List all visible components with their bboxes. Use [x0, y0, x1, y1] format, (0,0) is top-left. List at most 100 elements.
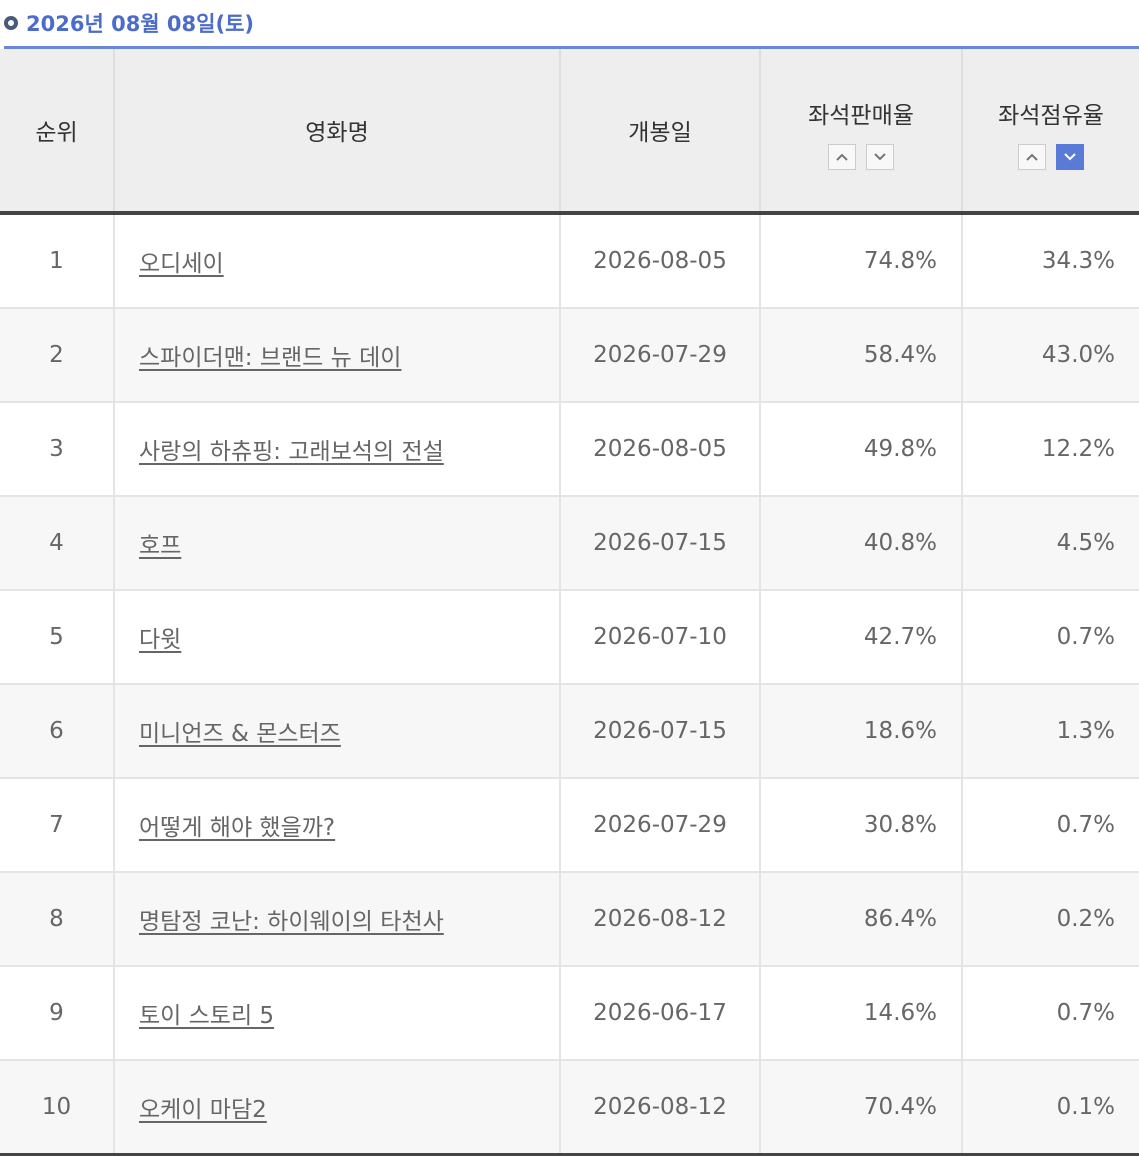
table-row: 6 미니언즈 & 몬스터즈 2026-07-15 18.6% 1.3%: [0, 684, 1139, 779]
release-date: 2026-07-10: [593, 624, 727, 650]
rank: 5: [49, 624, 64, 650]
cell: 사랑의 하츄핑: 고래보석의 전설: [113, 402, 560, 497]
seat-sales-rate: 30.8%: [863, 812, 937, 838]
seat-share: 0.7%: [1056, 1000, 1115, 1026]
divider: [4, 46, 1139, 49]
cell: 8: [0, 872, 114, 967]
table-row: 7 어떻게 해야 했을까? 2026-07-29 30.8% 0.7%: [0, 778, 1139, 873]
header-text: 개봉일: [628, 120, 692, 146]
movie-title-link[interactable]: 어떻게 해야 했을까?: [139, 815, 336, 841]
cell: 4: [0, 496, 114, 591]
seat-share: 43.0%: [1041, 342, 1115, 368]
sort-asc[interactable]: [1018, 144, 1046, 170]
cell: 14.6%: [759, 966, 962, 1061]
seat-share: 4.5%: [1056, 530, 1115, 556]
movie-title-link[interactable]: 다윗: [139, 627, 182, 653]
cell: 어떻게 해야 했을까?: [113, 778, 560, 873]
cell: 58.4%: [759, 308, 962, 403]
movie-title-link[interactable]: 오디세이: [139, 251, 224, 277]
table-row: 9 토이 스토리 5 2026-06-17 14.6% 0.7%: [0, 966, 1139, 1061]
header-text: 영화명: [305, 120, 369, 146]
movie-title-link[interactable]: 사랑의 하츄핑: 고래보석의 전설: [139, 439, 444, 465]
column-header: 개봉일: [559, 49, 760, 215]
cell: 2026-07-15: [559, 684, 760, 779]
cell: 86.4%: [759, 872, 962, 967]
rank: 2: [49, 342, 64, 368]
cell: 43.0%: [961, 308, 1139, 403]
sort-desc[interactable]: [866, 144, 894, 170]
movie-title-link[interactable]: 호프: [139, 533, 182, 559]
table-body: 1 오디세이 2026-08-05 74.8% 34.3% 2 스파이더맨: 브랜드 뉴 데…: [0, 213, 1139, 1156]
seat-share: 1.3%: [1056, 718, 1115, 744]
cell: 0.7%: [961, 778, 1139, 873]
seat-sales-rate: 74.8%: [863, 248, 937, 274]
seat-sales-rate: 18.6%: [863, 718, 937, 744]
movie-title-link[interactable]: 오케이 마담2: [139, 1097, 267, 1123]
sort-asc[interactable]: [828, 144, 856, 170]
column-header: 좌석판매율: [759, 49, 962, 215]
cell: 2026-08-05: [559, 213, 760, 309]
cell: 70.4%: [759, 1060, 962, 1156]
cell: 0.7%: [961, 966, 1139, 1061]
seat-sales-rate: 14.6%: [863, 1000, 937, 1026]
header: 2026년 08월 08일(토): [0, 0, 1139, 46]
seat-sales-rate: 42.7%: [863, 624, 937, 650]
cell: 1: [0, 213, 114, 309]
movie-title-link[interactable]: 명탐정 코난: 하이웨이의 타천사: [139, 909, 444, 935]
cell: 오디세이: [113, 213, 560, 309]
rank: 8: [49, 906, 64, 932]
release-date: 2026-08-05: [593, 248, 727, 274]
rank: 9: [49, 1000, 64, 1026]
box-office-table: 순위 영화명 개봉일 좌석판매율 좌석점유율 1 오디세이 2026-08-05 74…: [0, 49, 1139, 1156]
rank: 10: [41, 1094, 72, 1120]
cell: 다윗: [113, 590, 560, 685]
cell: 2026-06-17: [559, 966, 760, 1061]
table-row: 1 오디세이 2026-08-05 74.8% 34.3%: [0, 213, 1139, 309]
date-title: 2026년 08월 08일(토): [26, 12, 254, 36]
seat-sales-rate: 49.8%: [863, 436, 937, 462]
cell: 2026-08-05: [559, 402, 760, 497]
sort-controls: [762, 144, 960, 170]
header-text: 순위: [35, 120, 78, 146]
cell: 42.7%: [759, 590, 962, 685]
cell: 토이 스토리 5: [113, 966, 560, 1061]
sort-controls: [964, 144, 1138, 170]
movie-title-link[interactable]: 미니언즈 & 몬스터즈: [139, 721, 341, 747]
table-row: 10 오케이 마담2 2026-08-12 70.4% 0.1%: [0, 1060, 1139, 1156]
release-date: 2026-07-15: [593, 718, 727, 744]
table-row: 8 명탐정 코난: 하이웨이의 타천사 2026-08-12 86.4% 0.2%: [0, 872, 1139, 967]
seat-share: 0.1%: [1056, 1094, 1115, 1120]
cell: 2026-07-29: [559, 778, 760, 873]
seat-sales-rate: 40.8%: [863, 530, 937, 556]
rank: 6: [49, 718, 64, 744]
table-row: 3 사랑의 하츄핑: 고래보석의 전설 2026-08-05 49.8% 12.2%: [0, 402, 1139, 497]
cell: 12.2%: [961, 402, 1139, 497]
release-date: 2026-08-05: [593, 436, 727, 462]
cell: 49.8%: [759, 402, 962, 497]
release-date: 2026-07-29: [593, 342, 727, 368]
cell: 0.1%: [961, 1060, 1139, 1156]
cell: 74.8%: [759, 213, 962, 309]
movie-title-link[interactable]: 토이 스토리 5: [139, 1003, 275, 1029]
movie-title-link[interactable]: 스파이더맨: 브랜드 뉴 데이: [139, 345, 402, 371]
cell: 6: [0, 684, 114, 779]
cell: 0.7%: [961, 590, 1139, 685]
cell: 명탐정 코난: 하이웨이의 타천사: [113, 872, 560, 967]
seat-share: 0.7%: [1056, 624, 1115, 650]
cell: 10: [0, 1060, 114, 1156]
table-row: 5 다윗 2026-07-10 42.7% 0.7%: [0, 590, 1139, 685]
cell: 0.2%: [961, 872, 1139, 967]
release-date: 2026-07-29: [593, 812, 727, 838]
sort-desc-active[interactable]: [1056, 144, 1084, 170]
rank: 3: [49, 436, 64, 462]
release-date: 2026-08-12: [593, 1094, 727, 1120]
column-header: 영화명: [113, 49, 560, 215]
header-text: 좌석점유율: [998, 103, 1104, 129]
header-text: 좌석판매율: [808, 103, 914, 129]
table-row: 4 호프 2026-07-15 40.8% 4.5%: [0, 496, 1139, 591]
cell: 34.3%: [961, 213, 1139, 309]
seat-share: 34.3%: [1041, 248, 1115, 274]
cell: 30.8%: [759, 778, 962, 873]
cell: 스파이더맨: 브랜드 뉴 데이: [113, 308, 560, 403]
